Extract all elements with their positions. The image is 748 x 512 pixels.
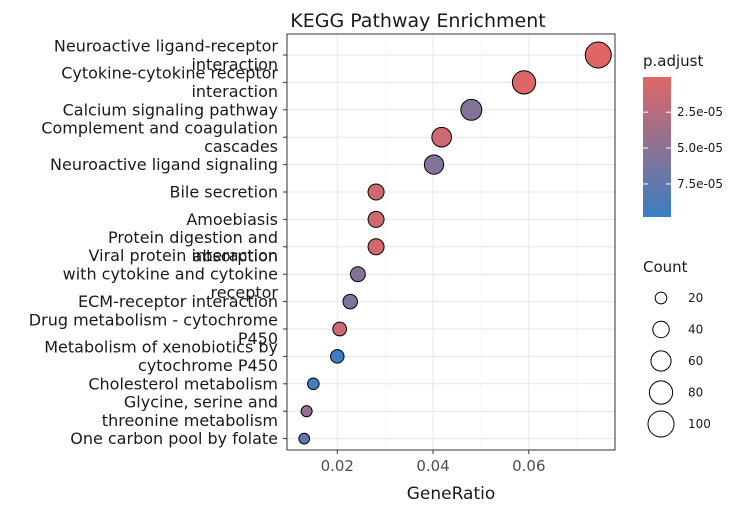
category-label: Neuroactive ligand-receptor bbox=[54, 36, 279, 55]
size-legend-circle bbox=[654, 291, 668, 305]
chart-title: KEGG Pathway Enrichment bbox=[290, 10, 545, 32]
x-tick-label: 0.04 bbox=[416, 457, 449, 475]
data-point bbox=[511, 70, 537, 95]
size-legend-title: Count bbox=[643, 258, 688, 276]
data-points bbox=[298, 41, 612, 445]
category-label: Amoebiasis bbox=[186, 210, 278, 229]
size-legend-label: 40 bbox=[688, 323, 703, 337]
size-legend-circle bbox=[648, 380, 674, 405]
grid-lines bbox=[287, 34, 615, 450]
size-legend-label: 20 bbox=[688, 291, 703, 305]
data-point bbox=[307, 377, 320, 391]
category-labels: Neuroactive ligand-receptorinteractionCy… bbox=[29, 36, 287, 448]
color-legend-tick-label: 7.5e-05 bbox=[677, 177, 723, 191]
data-point bbox=[300, 405, 313, 418]
color-legend-title: p.adjust bbox=[643, 52, 703, 70]
x-tick-label: 0.02 bbox=[321, 457, 354, 475]
x-axis: 0.02 0.04 0.06 bbox=[321, 450, 546, 475]
category-label: Cytokine-cytokine receptor bbox=[61, 64, 278, 83]
plot-border bbox=[286, 33, 616, 451]
category-label: Bile secretion bbox=[170, 183, 279, 202]
category-label: cytochrome P450 bbox=[138, 356, 278, 375]
category-label: threonine metabolism bbox=[102, 411, 278, 430]
data-point bbox=[423, 154, 445, 175]
size-legend-circle bbox=[650, 350, 672, 372]
color-legend-tick-label: 5.0e-05 bbox=[677, 141, 723, 155]
category-label: Calcium signaling pathway bbox=[63, 100, 278, 119]
size-legend-label: 80 bbox=[688, 386, 703, 400]
x-tick-label: 0.06 bbox=[512, 457, 545, 475]
color-legend: p.adjust 2.5e-05 5.0e-05 7.5e-05 bbox=[643, 52, 723, 217]
size-legend-label: 100 bbox=[688, 417, 711, 431]
category-label: interaction bbox=[191, 82, 278, 101]
category-label: absorption bbox=[193, 247, 278, 266]
category-label: Viral protein interaction bbox=[89, 246, 278, 265]
data-point bbox=[431, 126, 452, 148]
data-point bbox=[584, 41, 612, 69]
category-label: Glycine, serine and bbox=[124, 392, 278, 411]
color-legend-tick-label: 2.5e-05 bbox=[677, 105, 723, 119]
data-point bbox=[349, 266, 366, 283]
category-label: Metabolism of xenobiotics by bbox=[44, 338, 278, 357]
category-label: Cholesterol metabolism bbox=[88, 374, 278, 393]
size-legend: Count 20 40 60 80 100 bbox=[643, 258, 711, 438]
data-point bbox=[460, 98, 483, 121]
x-axis-title: GeneRatio bbox=[407, 484, 496, 504]
category-label: P450 bbox=[238, 329, 278, 348]
data-point bbox=[332, 321, 348, 337]
category-label: Neuroactive ligand signaling bbox=[50, 155, 278, 174]
color-legend-bar bbox=[643, 77, 671, 217]
data-point bbox=[342, 293, 358, 310]
data-point bbox=[367, 238, 385, 256]
data-point bbox=[367, 210, 385, 228]
category-label: cascades bbox=[204, 137, 278, 156]
data-point bbox=[330, 349, 345, 364]
data-point bbox=[298, 432, 311, 445]
category-label: receptor bbox=[210, 283, 278, 302]
category-label: ECM-receptor interaction bbox=[78, 292, 278, 311]
category-label: interaction bbox=[191, 55, 278, 74]
plot-panel bbox=[287, 34, 615, 450]
size-legend-label: 60 bbox=[688, 354, 703, 368]
category-label: Protein digestion and bbox=[108, 228, 278, 247]
data-point bbox=[367, 183, 385, 201]
category-label: Drug metabolism - cytochrome bbox=[29, 310, 278, 329]
category-label: with cytokine and cytokine bbox=[63, 265, 278, 284]
category-label: Complement and coagulation bbox=[41, 118, 278, 137]
size-legend-circle bbox=[647, 410, 675, 438]
size-legend-circle bbox=[652, 320, 670, 339]
category-label: One carbon pool by folate bbox=[70, 429, 278, 448]
